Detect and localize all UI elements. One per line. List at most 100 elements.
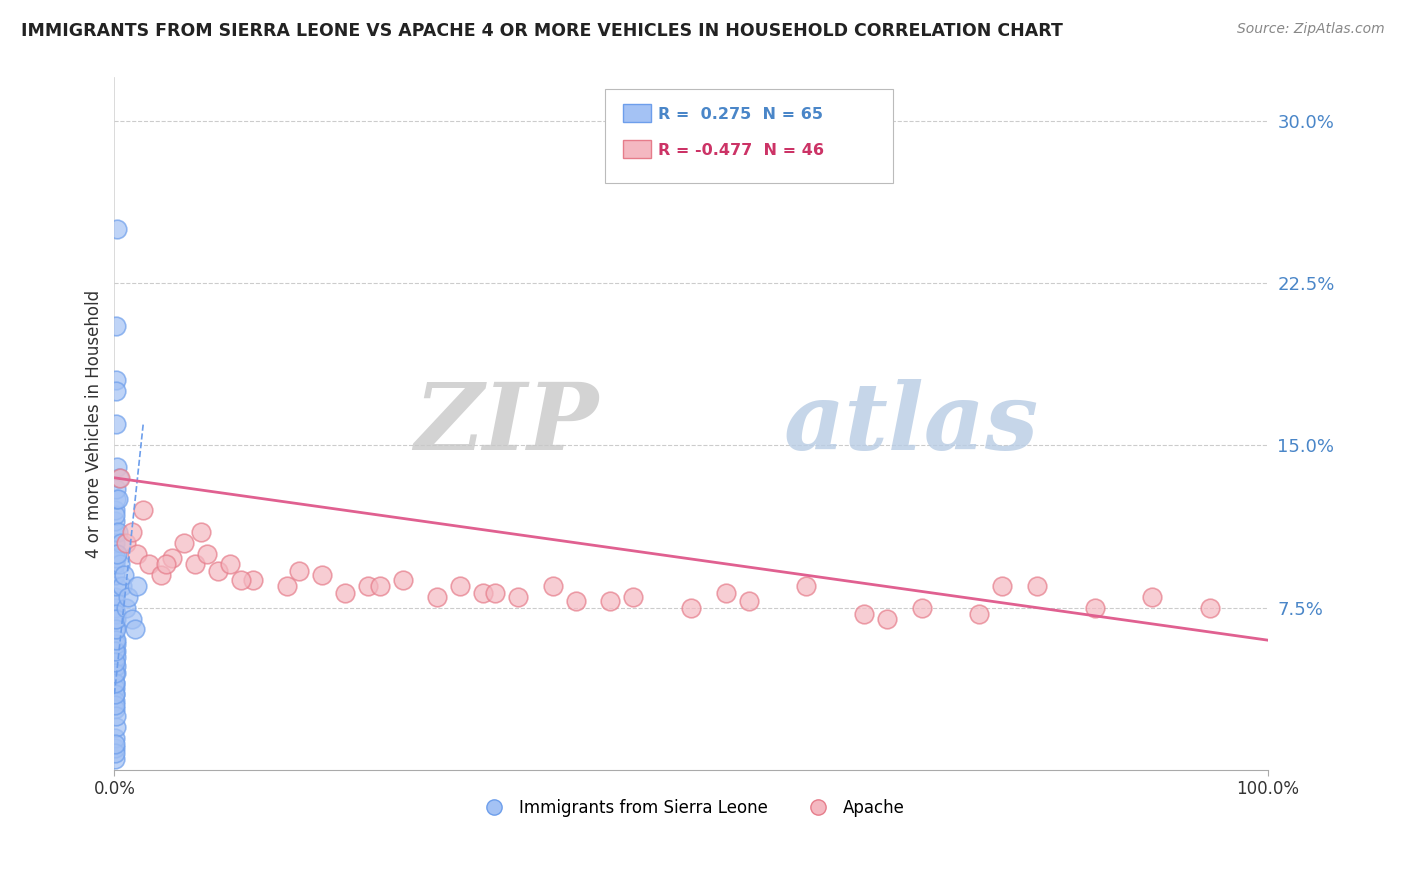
- Legend: Immigrants from Sierra Leone, Apache: Immigrants from Sierra Leone, Apache: [471, 793, 911, 824]
- Point: [107, 492, 129, 507]
- Point: [104, 508, 127, 522]
- Point: [207, 564, 229, 578]
- Point: [105, 417, 128, 431]
- Point: [242, 573, 264, 587]
- Point: [105, 547, 128, 561]
- Point: [104, 676, 127, 690]
- Point: [104, 650, 127, 665]
- Point: [231, 573, 253, 587]
- Point: [104, 644, 127, 658]
- Point: [124, 623, 146, 637]
- Point: [1199, 600, 1222, 615]
- Point: [853, 607, 876, 622]
- Point: [911, 600, 934, 615]
- Point: [104, 731, 127, 745]
- Point: [357, 579, 380, 593]
- Point: [104, 665, 127, 680]
- Point: [104, 655, 127, 669]
- Point: [621, 590, 644, 604]
- Point: [121, 524, 143, 539]
- Point: [104, 503, 127, 517]
- Point: [104, 492, 127, 507]
- Point: [1084, 600, 1107, 615]
- Point: [104, 633, 127, 648]
- Point: [105, 384, 128, 399]
- Point: [104, 681, 127, 695]
- Text: ZIP: ZIP: [415, 379, 599, 468]
- Point: [104, 655, 127, 669]
- Point: [104, 694, 127, 708]
- Point: [104, 482, 127, 496]
- Point: [104, 524, 127, 539]
- Point: [138, 558, 160, 572]
- Point: [108, 471, 131, 485]
- Point: [104, 600, 127, 615]
- Point: [115, 600, 138, 615]
- Point: [112, 568, 135, 582]
- Point: [218, 558, 240, 572]
- Point: [104, 319, 127, 334]
- Y-axis label: 4 or more Vehicles in Household: 4 or more Vehicles in Household: [86, 290, 103, 558]
- Point: [564, 594, 586, 608]
- Point: [104, 746, 127, 760]
- Point: [104, 687, 127, 701]
- Point: [104, 659, 127, 673]
- Point: [105, 373, 128, 387]
- Point: [173, 535, 195, 549]
- Point: [484, 585, 506, 599]
- Point: [104, 590, 127, 604]
- Point: [1026, 579, 1049, 593]
- Point: [104, 568, 127, 582]
- Point: [108, 558, 131, 572]
- Point: [104, 611, 127, 625]
- Point: [190, 524, 212, 539]
- Point: [104, 514, 127, 528]
- Point: [541, 579, 564, 593]
- Point: [104, 741, 127, 756]
- Point: [472, 585, 495, 599]
- Point: [104, 702, 127, 716]
- Text: R =  0.275  N = 65: R = 0.275 N = 65: [658, 107, 823, 122]
- Point: [127, 579, 149, 593]
- Point: [104, 594, 127, 608]
- Point: [105, 222, 128, 236]
- Point: [1142, 590, 1164, 604]
- Point: [111, 579, 134, 593]
- Point: [276, 579, 298, 593]
- Point: [104, 611, 127, 625]
- Point: [127, 547, 149, 561]
- Text: R = -0.477  N = 46: R = -0.477 N = 46: [658, 143, 824, 158]
- Point: [368, 579, 391, 593]
- Point: [104, 607, 127, 622]
- Point: [110, 535, 132, 549]
- Point: [160, 550, 183, 565]
- Point: [288, 564, 311, 578]
- Point: [184, 558, 207, 572]
- Text: Source: ZipAtlas.com: Source: ZipAtlas.com: [1237, 22, 1385, 37]
- Point: [104, 676, 127, 690]
- Point: [426, 590, 449, 604]
- Point: [104, 709, 127, 723]
- Point: [104, 698, 127, 712]
- Point: [132, 503, 155, 517]
- Point: [104, 720, 127, 734]
- Point: [104, 665, 127, 680]
- Point: [155, 558, 177, 572]
- Point: [333, 585, 356, 599]
- Point: [117, 590, 139, 604]
- Point: [115, 535, 138, 549]
- Point: [876, 611, 898, 625]
- Point: [679, 600, 702, 615]
- Point: [104, 550, 127, 565]
- Point: [391, 573, 413, 587]
- Point: [104, 579, 127, 593]
- Point: [991, 579, 1014, 593]
- Point: [104, 558, 127, 572]
- Point: [599, 594, 621, 608]
- Point: [311, 568, 333, 582]
- Point: [714, 585, 737, 599]
- Point: [107, 524, 129, 539]
- Point: [104, 547, 127, 561]
- Text: IMMIGRANTS FROM SIERRA LEONE VS APACHE 4 OR MORE VEHICLES IN HOUSEHOLD CORRELATI: IMMIGRANTS FROM SIERRA LEONE VS APACHE 4…: [21, 22, 1063, 40]
- Point: [104, 737, 127, 751]
